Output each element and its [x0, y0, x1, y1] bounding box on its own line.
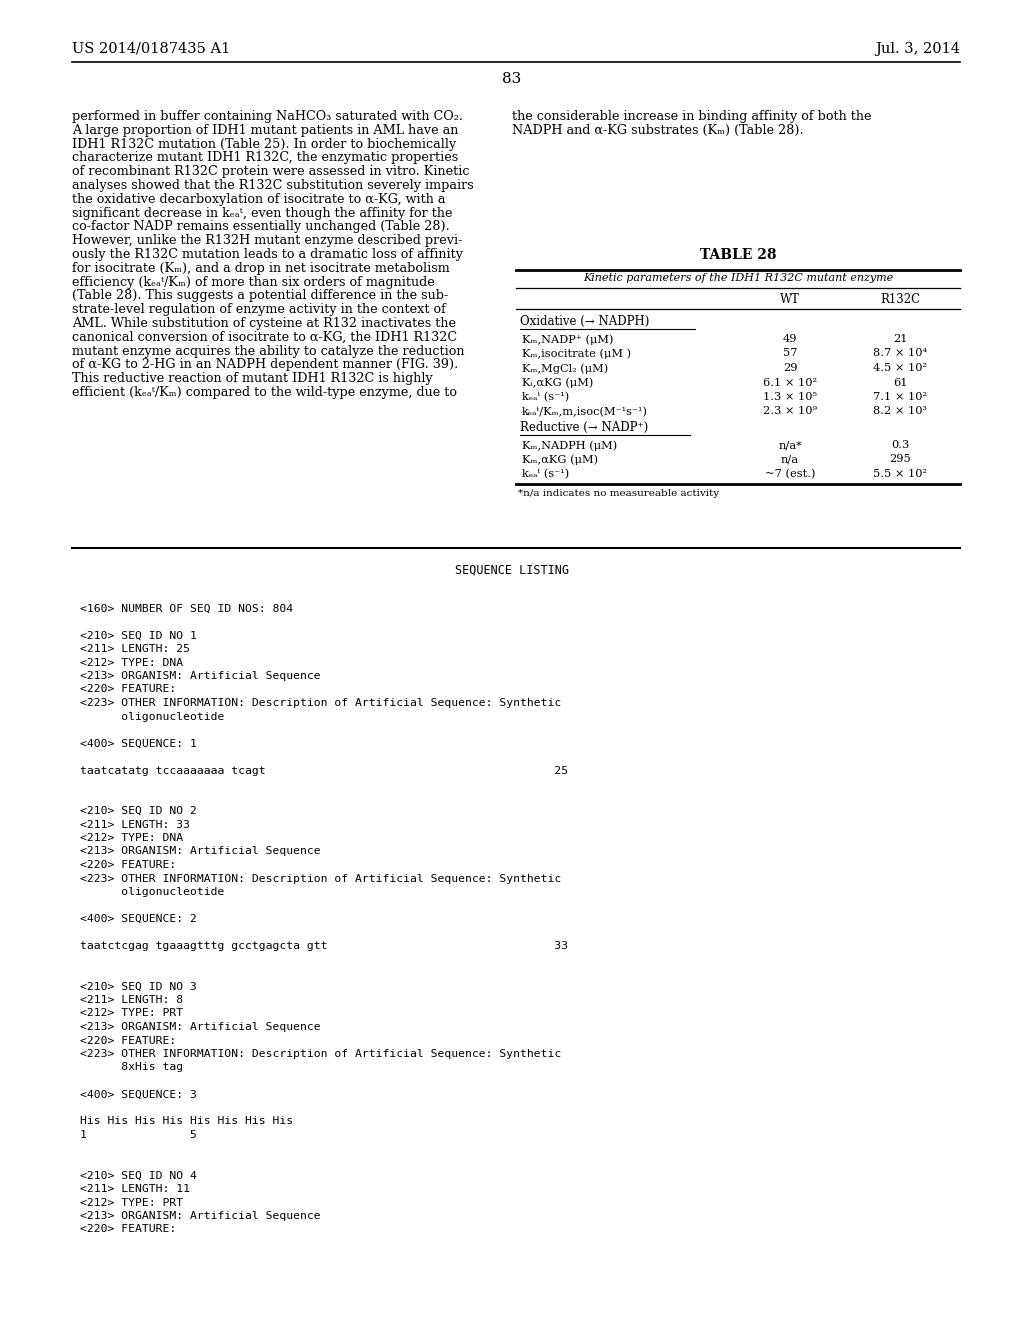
Text: ously the R132C mutation leads to a dramatic loss of affinity: ously the R132C mutation leads to a dram…: [72, 248, 463, 261]
Text: of α-KG to 2-HG in an NADPH dependent manner (FIG. 39).: of α-KG to 2-HG in an NADPH dependent ma…: [72, 359, 459, 371]
Text: AML. While substitution of cysteine at R132 inactivates the: AML. While substitution of cysteine at R…: [72, 317, 456, 330]
Text: taatcatatg tccaaaaaaa tcagt                                          25: taatcatatg tccaaaaaaa tcagt 25: [80, 766, 568, 776]
Text: Kₘ,NADP⁺ (μM): Kₘ,NADP⁺ (μM): [522, 334, 613, 345]
Text: oligonucleotide: oligonucleotide: [80, 711, 224, 722]
Text: <400> SEQUENCE: 3: <400> SEQUENCE: 3: [80, 1089, 197, 1100]
Text: the oxidative decarboxylation of isocitrate to α-KG, with a: the oxidative decarboxylation of isocitr…: [72, 193, 445, 206]
Text: performed in buffer containing NaHCO₃ saturated with CO₂.: performed in buffer containing NaHCO₃ sa…: [72, 110, 463, 123]
Text: characterize mutant IDH1 R132C, the enzymatic properties: characterize mutant IDH1 R132C, the enzy…: [72, 152, 459, 165]
Text: <220> FEATURE:: <220> FEATURE:: [80, 1035, 176, 1045]
Text: <212> TYPE: DNA: <212> TYPE: DNA: [80, 833, 183, 843]
Text: <220> FEATURE:: <220> FEATURE:: [80, 685, 176, 694]
Text: <223> OTHER INFORMATION: Description of Artificial Sequence: Synthetic: <223> OTHER INFORMATION: Description of …: [80, 874, 561, 883]
Text: 4.5 × 10²: 4.5 × 10²: [872, 363, 927, 374]
Text: significant decrease in kₑₐᵗ, even though the affinity for the: significant decrease in kₑₐᵗ, even thoug…: [72, 207, 453, 219]
Text: the considerable increase in binding affinity of both the: the considerable increase in binding aff…: [512, 110, 871, 123]
Text: 83: 83: [503, 73, 521, 86]
Text: Kₘ,NADPH (μM): Kₘ,NADPH (μM): [522, 440, 617, 450]
Text: strate-level regulation of enzyme activity in the context of: strate-level regulation of enzyme activi…: [72, 304, 445, 317]
Text: kₑₐᵗ (s⁻¹): kₑₐᵗ (s⁻¹): [522, 469, 569, 479]
Text: of recombinant R132C protein were assessed in vitro. Kinetic: of recombinant R132C protein were assess…: [72, 165, 469, 178]
Text: (Table 28). This suggests a potential difference in the sub-: (Table 28). This suggests a potential di…: [72, 289, 449, 302]
Text: efficient (kₑₐᵗ/Kₘ) compared to the wild-type enzyme, due to: efficient (kₑₐᵗ/Kₘ) compared to the wild…: [72, 385, 457, 399]
Text: <223> OTHER INFORMATION: Description of Artificial Sequence: Synthetic: <223> OTHER INFORMATION: Description of …: [80, 698, 561, 708]
Text: US 2014/0187435 A1: US 2014/0187435 A1: [72, 42, 230, 55]
Text: NADPH and α-KG substrates (Kₘ) (Table 28).: NADPH and α-KG substrates (Kₘ) (Table 28…: [512, 124, 804, 137]
Text: <210> SEQ ID NO 1: <210> SEQ ID NO 1: [80, 631, 197, 640]
Text: Jul. 3, 2014: Jul. 3, 2014: [874, 42, 961, 55]
Text: <210> SEQ ID NO 3: <210> SEQ ID NO 3: [80, 982, 197, 991]
Text: <213> ORGANISM: Artificial Sequence: <213> ORGANISM: Artificial Sequence: [80, 671, 321, 681]
Text: SEQUENCE LISTING: SEQUENCE LISTING: [455, 564, 569, 577]
Text: <223> OTHER INFORMATION: Description of Artificial Sequence: Synthetic: <223> OTHER INFORMATION: Description of …: [80, 1049, 561, 1059]
Text: *n/a indicates no measureable activity: *n/a indicates no measureable activity: [518, 488, 719, 498]
Text: 2.3 × 10⁹: 2.3 × 10⁹: [763, 407, 817, 417]
Text: <400> SEQUENCE: 1: <400> SEQUENCE: 1: [80, 738, 197, 748]
Text: WT: WT: [780, 293, 800, 306]
Text: <210> SEQ ID NO 2: <210> SEQ ID NO 2: [80, 807, 197, 816]
Text: co-factor NADP remains essentially unchanged (Table 28).: co-factor NADP remains essentially uncha…: [72, 220, 450, 234]
Text: Kₘ,isocitrate (μM ): Kₘ,isocitrate (μM ): [522, 348, 631, 359]
Text: 57: 57: [782, 348, 798, 359]
Text: <212> TYPE: PRT: <212> TYPE: PRT: [80, 1008, 183, 1019]
Text: Kₘ,MgCl₂ (μM): Kₘ,MgCl₂ (μM): [522, 363, 608, 374]
Text: Kᵢ,αKG (μM): Kᵢ,αKG (μM): [522, 378, 593, 388]
Text: IDH1 R132C mutation (Table 25). In order to biochemically: IDH1 R132C mutation (Table 25). In order…: [72, 137, 457, 150]
Text: <220> FEATURE:: <220> FEATURE:: [80, 1225, 176, 1234]
Text: oligonucleotide: oligonucleotide: [80, 887, 224, 898]
Text: n/a*: n/a*: [778, 440, 802, 450]
Text: 29: 29: [782, 363, 798, 374]
Text: 295: 295: [889, 454, 911, 465]
Text: 8.7 × 10⁴: 8.7 × 10⁴: [873, 348, 927, 359]
Text: mutant enzyme acquires the ability to catalyze the reduction: mutant enzyme acquires the ability to ca…: [72, 345, 465, 358]
Text: 6.1 × 10²: 6.1 × 10²: [763, 378, 817, 388]
Text: <210> SEQ ID NO 4: <210> SEQ ID NO 4: [80, 1171, 197, 1180]
Text: <211> LENGTH: 11: <211> LENGTH: 11: [80, 1184, 190, 1195]
Text: R132C: R132C: [880, 293, 920, 306]
Text: <400> SEQUENCE: 2: <400> SEQUENCE: 2: [80, 913, 197, 924]
Text: <211> LENGTH: 8: <211> LENGTH: 8: [80, 995, 183, 1005]
Text: 1.3 × 10⁵: 1.3 × 10⁵: [763, 392, 817, 403]
Text: <220> FEATURE:: <220> FEATURE:: [80, 861, 176, 870]
Text: <213> ORGANISM: Artificial Sequence: <213> ORGANISM: Artificial Sequence: [80, 1210, 321, 1221]
Text: <213> ORGANISM: Artificial Sequence: <213> ORGANISM: Artificial Sequence: [80, 846, 321, 857]
Text: 61: 61: [893, 378, 907, 388]
Text: <213> ORGANISM: Artificial Sequence: <213> ORGANISM: Artificial Sequence: [80, 1022, 321, 1032]
Text: 8xHis tag: 8xHis tag: [80, 1063, 183, 1072]
Text: Reductive (→ NADP⁺): Reductive (→ NADP⁺): [520, 421, 648, 434]
Text: for isocitrate (Kₘ), and a drop in net isocitrate metabolism: for isocitrate (Kₘ), and a drop in net i…: [72, 261, 450, 275]
Text: 0.3: 0.3: [891, 440, 909, 450]
Text: A large proportion of IDH1 mutant patients in AML have an: A large proportion of IDH1 mutant patien…: [72, 124, 459, 137]
Text: ~7 (est.): ~7 (est.): [765, 469, 815, 479]
Text: TABLE 28: TABLE 28: [699, 248, 776, 261]
Text: This reductive reaction of mutant IDH1 R132C is highly: This reductive reaction of mutant IDH1 R…: [72, 372, 433, 385]
Text: <160> NUMBER OF SEQ ID NOS: 804: <160> NUMBER OF SEQ ID NOS: 804: [80, 603, 293, 614]
Text: <212> TYPE: DNA: <212> TYPE: DNA: [80, 657, 183, 668]
Text: canonical conversion of isocitrate to α-KG, the IDH1 R132C: canonical conversion of isocitrate to α-…: [72, 331, 457, 343]
Text: His His His His His His His His: His His His His His His His His: [80, 1117, 293, 1126]
Text: n/a: n/a: [781, 454, 799, 465]
Text: analyses showed that the R132C substitution severely impairs: analyses showed that the R132C substitut…: [72, 180, 474, 191]
Text: 5.5 × 10²: 5.5 × 10²: [872, 469, 927, 479]
Text: taatctcgag tgaaagtttg gcctgagcta gtt                                 33: taatctcgag tgaaagtttg gcctgagcta gtt 33: [80, 941, 568, 950]
Text: efficiency (kₑₐᵗ/Kₘ) of more than six orders of magnitude: efficiency (kₑₐᵗ/Kₘ) of more than six or…: [72, 276, 435, 289]
Text: <211> LENGTH: 33: <211> LENGTH: 33: [80, 820, 190, 829]
Text: <211> LENGTH: 25: <211> LENGTH: 25: [80, 644, 190, 653]
Text: Kinetic parameters of the IDH1 R132C mutant enzyme: Kinetic parameters of the IDH1 R132C mut…: [583, 273, 893, 282]
Text: 8.2 × 10³: 8.2 × 10³: [873, 407, 927, 417]
Text: 7.1 × 10²: 7.1 × 10²: [872, 392, 927, 403]
Text: Kₘ,αKG (μM): Kₘ,αKG (μM): [522, 454, 598, 465]
Text: Oxidative (→ NADPH): Oxidative (→ NADPH): [520, 315, 649, 327]
Text: 49: 49: [782, 334, 798, 345]
Text: 21: 21: [893, 334, 907, 345]
Text: kₑₐᵗ (s⁻¹): kₑₐᵗ (s⁻¹): [522, 392, 569, 403]
Text: kₑₐᵗ/Kₘ,m,isoc(M⁻¹s⁻¹): kₑₐᵗ/Kₘ,m,isoc(M⁻¹s⁻¹): [522, 407, 648, 417]
Text: 1               5: 1 5: [80, 1130, 197, 1140]
Text: <212> TYPE: PRT: <212> TYPE: PRT: [80, 1197, 183, 1208]
Text: However, unlike the R132H mutant enzyme described previ-: However, unlike the R132H mutant enzyme …: [72, 234, 463, 247]
